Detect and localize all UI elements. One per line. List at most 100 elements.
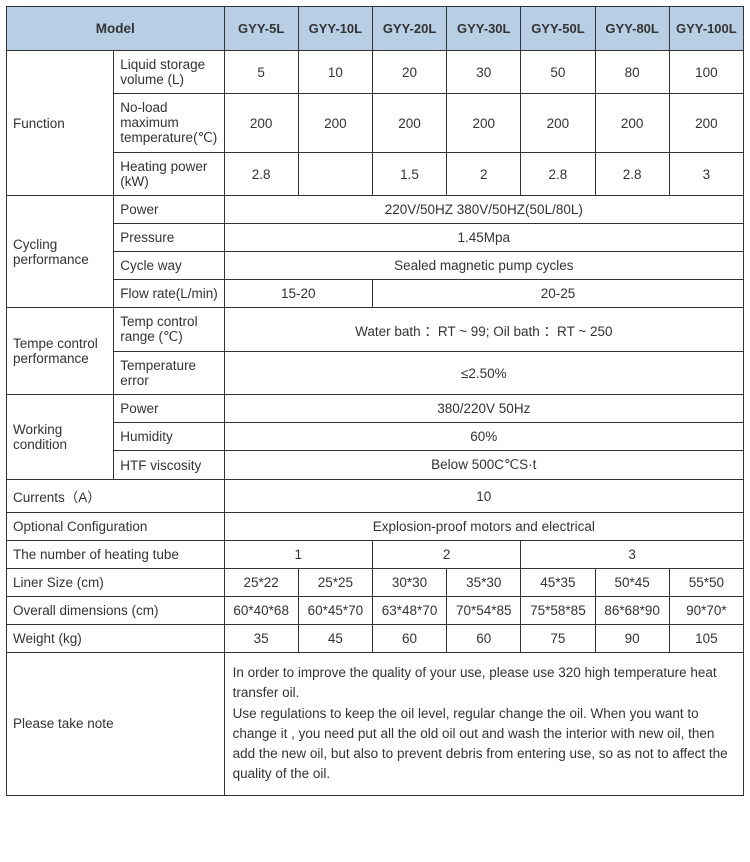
val: 86*68*90 [595,597,669,625]
note-p2: Use regulations to keep the oil level, r… [233,704,735,785]
val-flow-1: 15-20 [224,280,372,308]
val: 200 [595,94,669,153]
row-temp-range: Tempe control performance Temp control r… [7,308,744,352]
val: 200 [447,94,521,153]
row-cyc-power: Cycling performance Power 220V/50HZ 380V… [7,196,744,224]
col-gyy-80l: GYY-80L [595,7,669,51]
col-gyy-100l: GYY-100L [669,7,743,51]
param-currents: Currents（A） [7,480,225,513]
val: 25*22 [224,569,298,597]
param-tubes: The number of heating tube [7,541,225,569]
row-note: Please take note In order to improve the… [7,653,744,796]
row-optional: Optional Configuration Explosion-proof m… [7,513,744,541]
row-liquid-storage: Function Liquid storage volume (L) 5 10 … [7,51,744,94]
val: 2.8 [595,153,669,196]
val: 55*50 [669,569,743,597]
val-temp-range: Water bath ：RT ~ 99; Oil bath ：RT ~ 250 [224,308,743,352]
param-heating-power: Heating power (kW) [114,153,224,196]
val: 200 [521,94,595,153]
val-currents: 10 [224,480,743,513]
val-work-power: 380/220V 50Hz [224,395,743,423]
val: 63*48*70 [372,597,446,625]
val-cyc-power: 220V/50HZ 380V/50HZ(50L/80L) [224,196,743,224]
spec-table: Model GYY-5L GYY-10L GYY-20L GYY-30L GYY… [6,6,744,796]
note-p1: In order to improve the quality of your … [233,663,735,704]
val-htf: Below 500C℃S·t [224,451,743,480]
param-humidity: Humidity [114,423,224,451]
row-heating-power: Heating power (kW) 2.8 1.5 2 2.8 2.8 3 [7,153,744,196]
param-weight: Weight (kg) [7,625,225,653]
row-tubes: The number of heating tube 1 2 3 [7,541,744,569]
param-liner: Liner Size (cm) [7,569,225,597]
col-gyy-10l: GYY-10L [298,7,372,51]
val: 200 [224,94,298,153]
cat-tempctrl: Tempe control performance [7,308,114,395]
cat-cycling: Cycling performance [7,196,114,308]
row-noload-temp: No-load maximum temperature(℃) 200 200 2… [7,94,744,153]
val: 200 [298,94,372,153]
val-cycleway: Sealed magnetic pump cycles [224,252,743,280]
val-flow-2: 20-25 [372,280,743,308]
param-work-power: Power [114,395,224,423]
model-header: Model [7,7,225,51]
val: 5 [224,51,298,94]
val: 90*70* [669,597,743,625]
param-pressure: Pressure [114,224,224,252]
param-temp-range: Temp control range (℃) [114,308,224,352]
val: 30*30 [372,569,446,597]
col-gyy-20l: GYY-20L [372,7,446,51]
val: 75*58*85 [521,597,595,625]
val: 60 [372,625,446,653]
val-tubes-3: 3 [521,541,744,569]
val: 100 [669,51,743,94]
val: 2.8 [224,153,298,196]
val: 50 [521,51,595,94]
val [298,153,372,196]
val-pressure: 1.45Mpa [224,224,743,252]
val: 35*30 [447,569,521,597]
val: 30 [447,51,521,94]
val: 1.5 [372,153,446,196]
param-noload-temp: No-load maximum temperature(℃) [114,94,224,153]
row-pressure: Pressure 1.45Mpa [7,224,744,252]
row-weight: Weight (kg) 35 45 60 60 75 90 105 [7,625,744,653]
val: 60 [447,625,521,653]
row-cycleway: Cycle way Sealed magnetic pump cycles [7,252,744,280]
row-htf: HTF viscosity Below 500C℃S·t [7,451,744,480]
val: 45 [298,625,372,653]
val: 35 [224,625,298,653]
param-note: Please take note [7,653,225,796]
col-gyy-30l: GYY-30L [447,7,521,51]
param-liquid-storage: Liquid storage volume (L) [114,51,224,94]
param-temp-error: Temperature error [114,352,224,395]
val: 200 [669,94,743,153]
val: 75 [521,625,595,653]
val-note: In order to improve the quality of your … [224,653,743,796]
val: 60*40*68 [224,597,298,625]
param-overall: Overall dimensions (cm) [7,597,225,625]
val: 25*25 [298,569,372,597]
row-overall: Overall dimensions (cm) 60*40*68 60*45*7… [7,597,744,625]
val-optional: Explosion-proof motors and electrical [224,513,743,541]
param-flowrate: Flow rate(L/min) [114,280,224,308]
val-tubes-1: 1 [224,541,372,569]
col-gyy-50l: GYY-50L [521,7,595,51]
row-currents: Currents（A） 10 [7,480,744,513]
val-humidity: 60% [224,423,743,451]
val: 10 [298,51,372,94]
val: 80 [595,51,669,94]
cat-working: Working condition [7,395,114,480]
param-htf: HTF viscosity [114,451,224,480]
val: 60*45*70 [298,597,372,625]
param-cyc-power: Power [114,196,224,224]
val-temp-error: ≤2.50% [224,352,743,395]
val: 45*35 [521,569,595,597]
header-row: Model GYY-5L GYY-10L GYY-20L GYY-30L GYY… [7,7,744,51]
col-gyy-5l: GYY-5L [224,7,298,51]
val: 20 [372,51,446,94]
val: 2 [447,153,521,196]
val-tubes-2: 2 [372,541,520,569]
cat-function: Function [7,51,114,196]
val: 2.8 [521,153,595,196]
param-optional: Optional Configuration [7,513,225,541]
